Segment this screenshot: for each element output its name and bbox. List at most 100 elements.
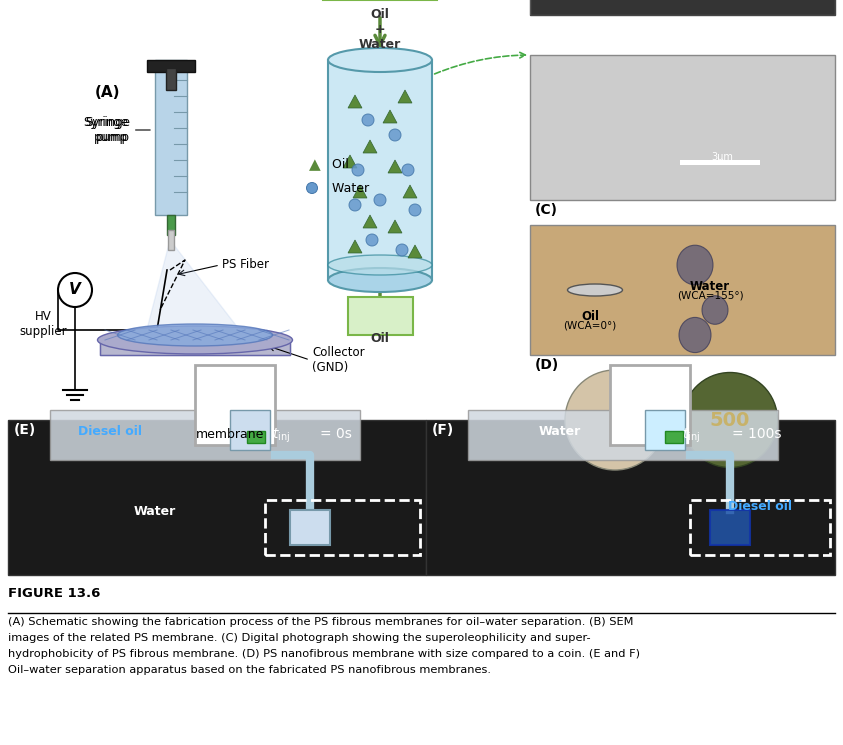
Text: Oil–water separation apparatus based on the fabricated PS nanofibrous membranes.: Oil–water separation apparatus based on … — [8, 665, 491, 675]
Bar — [690, 500, 830, 555]
Text: V: V — [69, 282, 81, 297]
Bar — [265, 500, 420, 555]
Text: Oil: Oil — [328, 159, 349, 171]
Bar — [426, 420, 835, 575]
Polygon shape — [383, 110, 397, 123]
Ellipse shape — [567, 284, 622, 296]
Ellipse shape — [328, 268, 432, 292]
Text: $t_{\rm inj}$: $t_{\rm inj}$ — [272, 427, 290, 446]
Text: membrane: membrane — [196, 428, 264, 441]
Text: Oil
+
Water: Oil + Water — [359, 8, 401, 51]
Polygon shape — [353, 185, 367, 198]
Text: Syringe
pump: Syringe pump — [83, 116, 128, 144]
Ellipse shape — [117, 324, 272, 346]
Ellipse shape — [349, 199, 361, 211]
Text: Water: Water — [328, 182, 369, 194]
Bar — [147, 60, 195, 72]
Bar — [710, 510, 750, 545]
Ellipse shape — [328, 48, 432, 72]
Bar — [645, 410, 685, 450]
Text: 300nm: 300nm — [735, 22, 769, 32]
Polygon shape — [348, 240, 362, 253]
Bar — [290, 510, 330, 545]
Text: = 0s: = 0s — [320, 427, 352, 441]
Bar — [720, 30, 780, 35]
Text: Diesel oil: Diesel oil — [78, 425, 142, 438]
Bar — [530, 0, 835, 15]
Text: (D): (D) — [535, 358, 559, 372]
Polygon shape — [403, 185, 417, 198]
Text: = 100s: = 100s — [732, 427, 781, 441]
Ellipse shape — [396, 244, 408, 256]
Polygon shape — [100, 340, 290, 355]
Polygon shape — [363, 215, 377, 228]
Bar — [468, 410, 778, 460]
Text: (WCA=0°): (WCA=0°) — [563, 320, 616, 330]
Bar — [155, 60, 187, 215]
Ellipse shape — [58, 273, 92, 307]
Polygon shape — [343, 155, 357, 168]
Text: Oil: Oil — [581, 310, 599, 323]
Bar — [195, 365, 275, 445]
Text: (F): (F) — [432, 423, 454, 437]
Text: FIGURE 13.6: FIGURE 13.6 — [8, 587, 100, 600]
Text: ▲: ▲ — [309, 157, 321, 173]
Bar — [680, 160, 760, 165]
Ellipse shape — [352, 164, 364, 176]
Ellipse shape — [409, 204, 421, 216]
Ellipse shape — [389, 129, 401, 141]
Text: Water: Water — [539, 425, 581, 438]
Text: 500: 500 — [710, 410, 750, 430]
Ellipse shape — [328, 255, 432, 275]
Text: hydrophobicity of PS fibrous membrane. (D) PS nanofibrous membrane with size com: hydrophobicity of PS fibrous membrane. (… — [8, 649, 640, 659]
Polygon shape — [388, 220, 402, 233]
Text: Collector
(GND): Collector (GND) — [312, 346, 365, 374]
Ellipse shape — [374, 194, 386, 206]
Text: images of the related PS membrane. (C) Digital photograph showing the superoleop: images of the related PS membrane. (C) D… — [8, 633, 591, 643]
Ellipse shape — [98, 326, 293, 354]
Polygon shape — [145, 240, 245, 337]
Bar — [530, 55, 835, 200]
Text: Water: Water — [690, 280, 730, 293]
Ellipse shape — [677, 245, 713, 285]
Polygon shape — [408, 245, 422, 258]
Ellipse shape — [362, 114, 374, 126]
Bar — [50, 410, 360, 460]
Bar — [230, 410, 270, 450]
Text: (B): (B) — [535, 18, 558, 32]
Text: Syringe
pump: Syringe pump — [85, 116, 150, 144]
Ellipse shape — [702, 296, 728, 324]
Ellipse shape — [402, 164, 414, 176]
Bar — [530, 225, 835, 355]
Bar — [328, 60, 432, 280]
Bar — [166, 68, 176, 90]
Bar — [168, 230, 174, 250]
Text: Water: Water — [134, 505, 176, 518]
Bar — [247, 431, 265, 443]
Text: Oil: Oil — [371, 332, 389, 345]
Bar — [530, 0, 835, 15]
Ellipse shape — [565, 370, 665, 470]
Text: PS Fiber: PS Fiber — [222, 259, 269, 271]
Text: (A): (A) — [95, 85, 121, 100]
Bar — [167, 215, 175, 235]
Text: $t_{\rm inj}$: $t_{\rm inj}$ — [682, 427, 700, 446]
Polygon shape — [363, 140, 377, 153]
Bar — [610, 365, 690, 445]
Text: 3μm: 3μm — [711, 152, 733, 162]
Polygon shape — [388, 160, 402, 173]
Text: Diesel oil: Diesel oil — [728, 500, 792, 513]
Text: (E): (E) — [14, 423, 36, 437]
Ellipse shape — [307, 183, 318, 194]
Ellipse shape — [679, 317, 711, 352]
Text: (A) Schematic showing the fabrication process of the PS fibrous membranes for oi: (A) Schematic showing the fabrication pr… — [8, 617, 633, 627]
Polygon shape — [348, 95, 362, 108]
Ellipse shape — [366, 234, 378, 246]
Bar — [665, 431, 683, 443]
Text: (WCA=155°): (WCA=155°) — [677, 290, 744, 300]
Ellipse shape — [683, 372, 777, 468]
Bar — [8, 420, 426, 575]
Text: (C): (C) — [535, 203, 558, 217]
Bar — [348, 297, 413, 335]
Polygon shape — [398, 90, 412, 103]
